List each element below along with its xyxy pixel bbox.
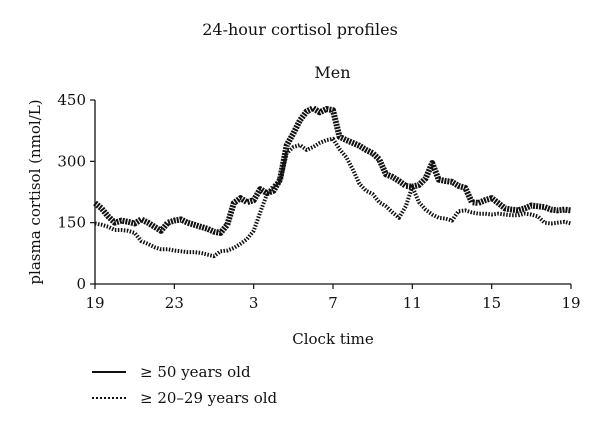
chart-axes (94, 100, 571, 285)
chart-subtitle: Men (314, 63, 351, 82)
legend-swatch-dotted (92, 397, 126, 399)
chart-series (93, 105, 572, 259)
y-tick-label: 150 (57, 214, 86, 232)
x-tick-label: 23 (165, 294, 184, 312)
x-tick-label: 19 (561, 294, 580, 312)
legend-item-series-2: ≥ 20–29 years old (92, 388, 277, 408)
legend-item-series-1: ≥ 50 years old (92, 362, 277, 382)
y-tick-label: 450 (57, 91, 86, 109)
chart-title: 24-hour cortisol profiles (202, 20, 398, 39)
x-tick-label: 11 (403, 294, 422, 312)
legend-swatch-solid (92, 371, 126, 373)
series-line-2 (94, 136, 572, 259)
y-tick-label: 0 (76, 275, 86, 293)
x-tick-label: 3 (249, 294, 259, 312)
chart-legend: ≥ 50 years old ≥ 20–29 years old (92, 362, 277, 408)
x-tick-label: 19 (85, 294, 104, 312)
y-tick-label: 300 (57, 152, 86, 170)
chart-ticks: 0 150 300 450 19 23 3 7 11 15 19 (57, 91, 580, 312)
x-axis-label: Clock time (292, 330, 374, 348)
x-tick-label: 15 (482, 294, 501, 312)
x-tick-label: 7 (328, 294, 338, 312)
y-axis-label: plasma cortisol (nmol/L) (26, 99, 44, 284)
legend-label-series-1: ≥ 50 years old (140, 363, 251, 381)
series-line-1 (93, 105, 572, 236)
legend-label-series-2: ≥ 20–29 years old (140, 389, 278, 407)
